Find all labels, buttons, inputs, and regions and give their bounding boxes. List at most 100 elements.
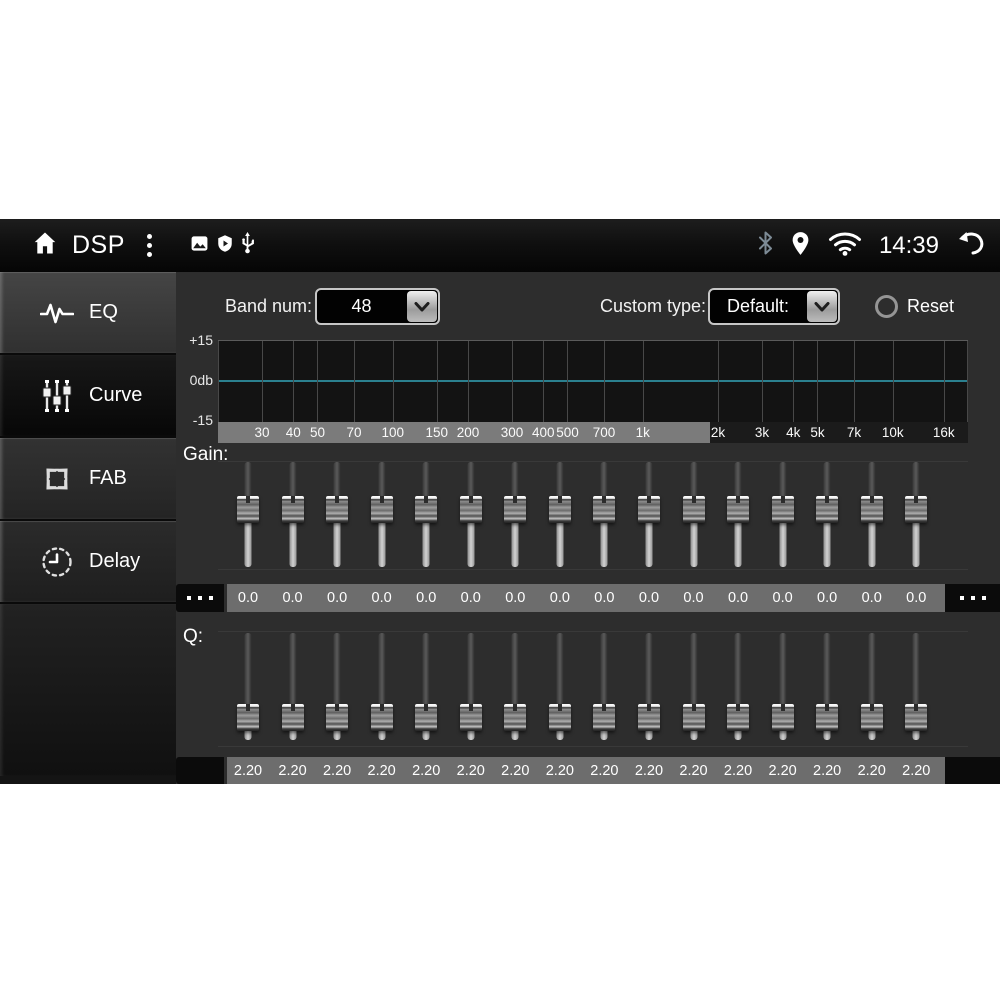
- slider-thumb[interactable]: [727, 704, 750, 731]
- gain-more-left-button[interactable]: [176, 584, 224, 612]
- slider-thumb[interactable]: [860, 704, 883, 731]
- slider-thumb[interactable]: [326, 704, 349, 731]
- q-slider-7[interactable]: [502, 633, 528, 740]
- q-slider-5[interactable]: [413, 633, 439, 740]
- home-icon[interactable]: [30, 229, 60, 262]
- slider-thumb[interactable]: [593, 704, 616, 731]
- slider-thumb[interactable]: [816, 704, 839, 731]
- q-slider-1[interactable]: [235, 633, 261, 740]
- q-slider-16[interactable]: [903, 633, 929, 740]
- custom-type-select[interactable]: Default:: [708, 288, 840, 325]
- gain-slider-3[interactable]: [324, 462, 350, 567]
- freq-tick-label: 4k: [786, 425, 801, 440]
- gain-slider-2[interactable]: [280, 462, 306, 567]
- q-value: 2.20: [857, 762, 886, 779]
- gain-more-right-button[interactable]: [945, 584, 1000, 612]
- reset-radio-icon: [875, 295, 898, 318]
- chevron-down-icon: [407, 291, 437, 322]
- slider-thumb[interactable]: [637, 496, 660, 523]
- slider-thumb[interactable]: [548, 496, 571, 523]
- slider-thumb[interactable]: [415, 496, 438, 523]
- q-slider-4[interactable]: [369, 633, 395, 740]
- slider-thumb[interactable]: [370, 496, 393, 523]
- gain-slider-16[interactable]: [903, 462, 929, 567]
- gain-slider-12[interactable]: [725, 462, 751, 567]
- freq-tick-label: 700: [592, 425, 616, 440]
- q-slider-8[interactable]: [547, 633, 573, 740]
- slider-thumb[interactable]: [771, 496, 794, 523]
- gain-slider-6[interactable]: [458, 462, 484, 567]
- grid-line: [468, 341, 469, 422]
- sidebar-item-fab[interactable]: FAB: [0, 438, 176, 521]
- gain-slider-10[interactable]: [636, 462, 662, 567]
- band-num-select[interactable]: 48: [315, 288, 440, 325]
- menu-dots-icon[interactable]: [146, 234, 152, 257]
- q-slider-2[interactable]: [280, 633, 306, 740]
- gain-slider-9[interactable]: [591, 462, 617, 567]
- slider-thumb[interactable]: [727, 496, 750, 523]
- reset-button[interactable]: Reset: [875, 288, 954, 325]
- slider-thumb[interactable]: [237, 704, 259, 731]
- q-slider-9[interactable]: [591, 633, 617, 740]
- sidebar-item-curve[interactable]: Curve: [0, 355, 176, 438]
- freq-tick-label: 1k: [635, 425, 650, 440]
- sidebar-item-eq[interactable]: EQ: [0, 272, 176, 355]
- slider-thumb[interactable]: [504, 496, 527, 523]
- gain-slider-13[interactable]: [770, 462, 796, 567]
- sidebar: EQ Curve: [0, 272, 176, 784]
- grid-line: [642, 341, 644, 422]
- gain-slider-7[interactable]: [502, 462, 528, 567]
- slider-thumb[interactable]: [504, 704, 527, 731]
- q-slider-6[interactable]: [458, 633, 484, 740]
- slider-thumb[interactable]: [370, 704, 393, 731]
- q-slider-11[interactable]: [681, 633, 707, 740]
- slider-thumb[interactable]: [548, 704, 571, 731]
- q-slider-3[interactable]: [324, 633, 350, 740]
- gain-slider-8[interactable]: [547, 462, 573, 567]
- sidebar-item-label: FAB: [89, 467, 127, 489]
- freq-tick-label: 5k: [810, 425, 825, 440]
- q-slider-14[interactable]: [814, 633, 840, 740]
- slider-thumb[interactable]: [459, 704, 482, 731]
- slider-thumb[interactable]: [237, 496, 259, 523]
- band-num-value: 48: [351, 296, 372, 316]
- freq-tick-label: 150: [425, 425, 449, 440]
- slider-thumb[interactable]: [905, 496, 928, 523]
- gain-slider-1[interactable]: [235, 462, 261, 567]
- grid-line: [262, 341, 264, 422]
- q-slider-12[interactable]: [725, 633, 751, 740]
- curve-sliders-icon: [40, 379, 74, 412]
- slider-thumb[interactable]: [771, 704, 794, 731]
- q-slider-15[interactable]: [859, 633, 885, 740]
- q-label: Q:: [183, 626, 204, 647]
- gain-slider-5[interactable]: [413, 462, 439, 567]
- slider-thumb[interactable]: [593, 496, 616, 523]
- slider-thumb[interactable]: [637, 704, 660, 731]
- gain-slider-14[interactable]: [814, 462, 840, 567]
- gain-slider-15[interactable]: [859, 462, 885, 567]
- slider-thumb[interactable]: [682, 496, 705, 523]
- slider-thumb[interactable]: [415, 704, 438, 731]
- y-tick-label: 0db: [189, 372, 213, 388]
- gain-value: 0.0: [772, 590, 793, 606]
- grid-line: [218, 341, 219, 422]
- sidebar-item-delay[interactable]: Delay: [0, 521, 176, 604]
- slider-thumb[interactable]: [281, 704, 304, 731]
- gain-slider-11[interactable]: [681, 462, 707, 567]
- slider-thumb[interactable]: [905, 704, 928, 731]
- q-slider-13[interactable]: [770, 633, 796, 740]
- slider-thumb[interactable]: [860, 496, 883, 523]
- slider-thumb[interactable]: [816, 496, 839, 523]
- freq-tick-label: 16k: [932, 425, 955, 440]
- slider-thumb[interactable]: [459, 496, 482, 523]
- slider-thumb[interactable]: [281, 496, 304, 523]
- gain-value: 0.0: [237, 590, 259, 606]
- eq-curve-plot[interactable]: [218, 340, 968, 423]
- eq-wave-icon: [40, 297, 74, 329]
- q-slider-10[interactable]: [636, 633, 662, 740]
- slider-thumb[interactable]: [326, 496, 349, 523]
- gain-slider-4[interactable]: [369, 462, 395, 567]
- slider-thumb[interactable]: [682, 704, 705, 731]
- back-icon[interactable]: [956, 231, 984, 260]
- freq-tick-label: 10k: [881, 425, 904, 440]
